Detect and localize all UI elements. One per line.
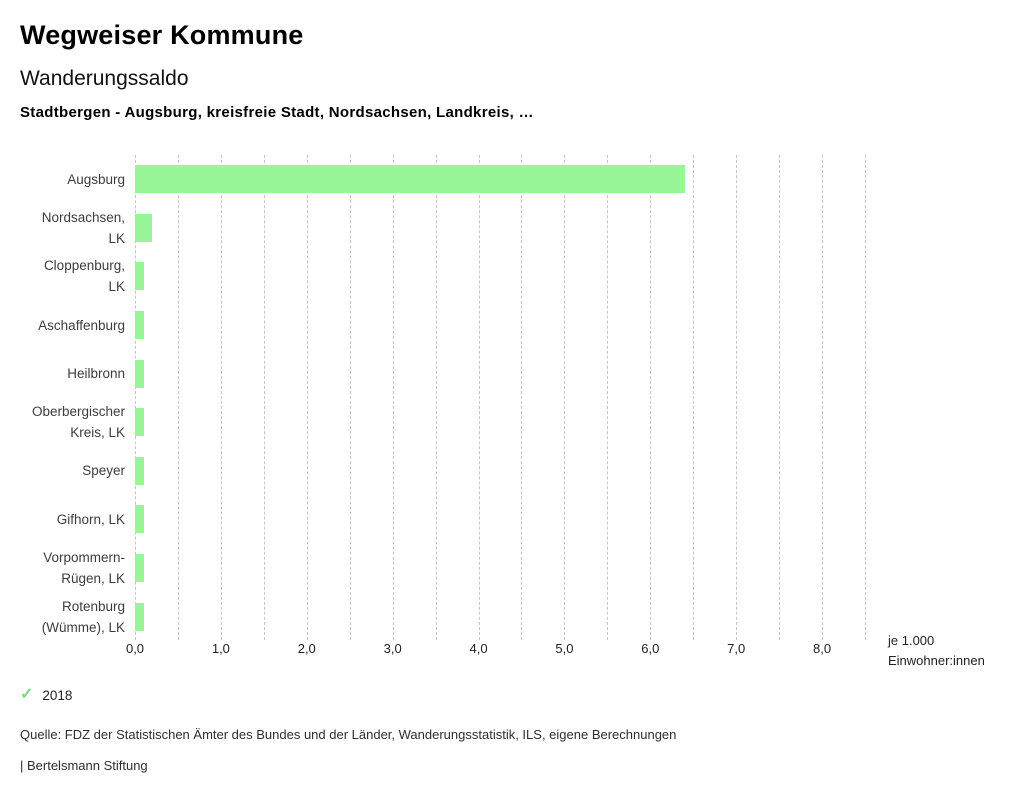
x-axis-caption-line2: Einwohner:innen <box>888 653 985 668</box>
bar-area <box>135 544 865 593</box>
category-label: Speyer <box>82 463 125 479</box>
gridline <box>822 155 824 640</box>
gridline <box>177 155 179 640</box>
category-label: Nordsachsen, LK <box>41 209 125 246</box>
gridline <box>135 155 136 640</box>
gridline <box>521 155 523 640</box>
x-tick-label: 4,0 <box>469 641 488 656</box>
bar <box>135 456 144 485</box>
app-title: Wegweiser Kommune <box>20 20 304 50</box>
gridline <box>263 155 265 640</box>
gridline <box>392 155 394 640</box>
bar <box>135 165 685 194</box>
x-tick-label: 2,0 <box>297 641 316 656</box>
bar <box>135 311 144 340</box>
gridline <box>435 155 437 640</box>
bar-area <box>135 301 865 350</box>
chart-row: Rotenburg (Wümme), LK <box>0 592 865 641</box>
chart-row: Gifhorn, LK <box>0 495 865 544</box>
bar <box>135 262 144 291</box>
checkmark-icon: ✓ <box>20 686 34 703</box>
bar-area <box>135 252 865 301</box>
category-label: Heilbronn <box>67 366 125 382</box>
gridline <box>349 155 351 640</box>
bar-area <box>135 495 865 544</box>
x-tick-label: 3,0 <box>383 641 402 656</box>
bar-area <box>135 398 865 447</box>
chart-subtitle: Stadtbergen - Augsburg, kreisfreie Stadt… <box>20 104 534 121</box>
bar <box>135 213 153 242</box>
bar <box>135 408 144 437</box>
gridline <box>865 155 866 640</box>
gridline <box>650 155 652 640</box>
gridline <box>736 155 738 640</box>
x-tick-label: 8,0 <box>813 641 832 656</box>
bar-area <box>135 349 865 398</box>
plot-gridlines <box>135 155 866 640</box>
x-axis-caption-line1: je 1.000 <box>888 633 935 648</box>
gridline <box>607 155 609 640</box>
x-tick-label: 5,0 <box>555 641 574 656</box>
gridline <box>306 155 308 640</box>
category-label: Rotenburg (Wümme), LK <box>41 598 125 635</box>
gridline <box>564 155 566 640</box>
category-label: Cloppenburg, LK <box>43 258 125 295</box>
gridline <box>693 155 695 640</box>
source-text: Quelle: FDZ der Statistischen Ämter des … <box>20 727 677 742</box>
category-label: Oberbergischer Kreis, LK <box>31 404 125 441</box>
category-label: Vorpommern- Rügen, LK <box>43 550 125 587</box>
chart-row: Augsburg <box>0 155 865 204</box>
bar-area <box>135 592 865 641</box>
bar-area <box>135 155 865 204</box>
legend-year-label: 2018 <box>42 687 73 703</box>
bar-area <box>135 204 865 253</box>
x-tick-label: 1,0 <box>211 641 230 656</box>
x-tick-label: 0,0 <box>125 641 145 656</box>
bar <box>135 602 144 631</box>
bar <box>135 359 144 388</box>
legend-item-2018[interactable]: ✓ 2018 <box>20 687 72 703</box>
x-tick-label: 7,0 <box>727 641 746 656</box>
category-label: Gifhorn, LK <box>56 511 125 527</box>
x-axis-ticks: 0,0 1,0 2,0 3,0 4,0 5,0 6,0 7,0 8,0 <box>126 641 865 659</box>
category-label: Aschaffenburg <box>38 317 125 333</box>
gridline <box>220 155 222 640</box>
bar-area <box>135 447 865 496</box>
chart-row: Vorpommern- Rügen, LK <box>0 544 865 593</box>
chart-row: Cloppenburg, LK <box>0 252 865 301</box>
chart-row: Nordsachsen, LK <box>0 204 865 253</box>
attribution-text: | Bertelsmann Stiftung <box>20 758 148 773</box>
chart-title: Wanderungssaldo <box>20 67 189 90</box>
x-tick-label: 6,0 <box>641 641 660 656</box>
chart-row: Speyer <box>0 447 865 496</box>
gridline <box>478 155 480 640</box>
gridline <box>779 155 781 640</box>
bar <box>135 554 144 583</box>
x-axis-caption: je 1.000 Einwohner:innen <box>888 631 985 671</box>
chart-row: Aschaffenburg <box>0 301 865 350</box>
category-label: Augsburg <box>67 171 125 187</box>
chart-row: Oberbergischer Kreis, LK <box>0 398 865 447</box>
bar <box>135 505 144 534</box>
chart-row: Heilbronn <box>0 349 865 398</box>
chart-rows: Augsburg Nordsachsen, LK Cloppenburg, LK Asch… <box>0 155 865 641</box>
